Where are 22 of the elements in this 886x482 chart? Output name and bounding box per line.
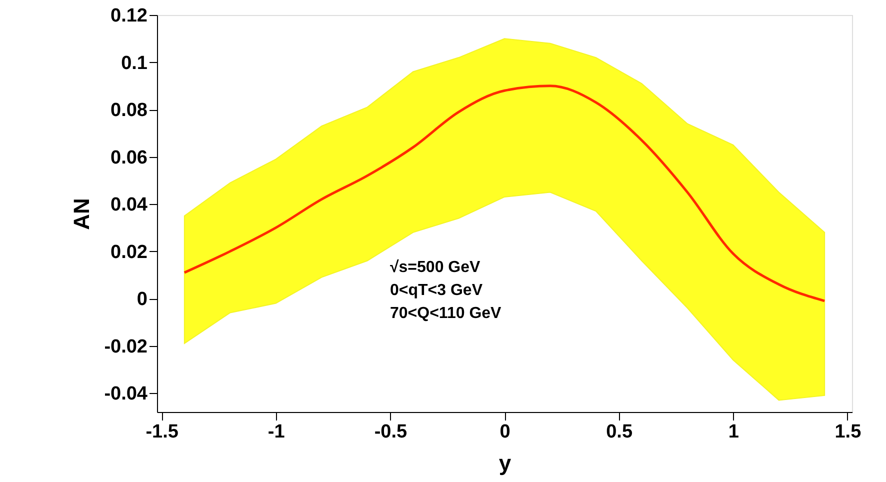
- x-axis-title: y: [498, 450, 512, 476]
- y-tick-label: 0.06: [110, 147, 148, 168]
- y-tick-label: 0.02: [110, 242, 148, 263]
- annotation: √s=500 GeV: [390, 259, 481, 276]
- x-tick-label: 1: [728, 422, 740, 442]
- y-axis-title: AN: [69, 198, 94, 230]
- y-tick-label: 0: [136, 289, 148, 310]
- y-tick-label: 0.04: [110, 194, 148, 216]
- line-series: [183, 84, 826, 302]
- y-tick-label: 0.12: [110, 6, 148, 26]
- y-tick-label: 0.1: [121, 52, 148, 74]
- annotation: 0<qT<3 GeV: [390, 282, 483, 299]
- x-tick-label: 1.5: [834, 422, 862, 442]
- y-tick-label: -0.04: [104, 384, 148, 405]
- annotation: 70<Q<110 GeV: [390, 305, 502, 322]
- x-tick-label: 0: [500, 422, 510, 442]
- y-tick-label: -0.02: [104, 336, 148, 358]
- x-tick-label: 0.5: [606, 422, 633, 442]
- y-tick-label: 0.08: [110, 100, 148, 122]
- x-tick-label: -1: [268, 422, 286, 442]
- x-tick-label: -0.5: [374, 422, 408, 442]
- x-tick-label: -1.5: [146, 422, 179, 442]
